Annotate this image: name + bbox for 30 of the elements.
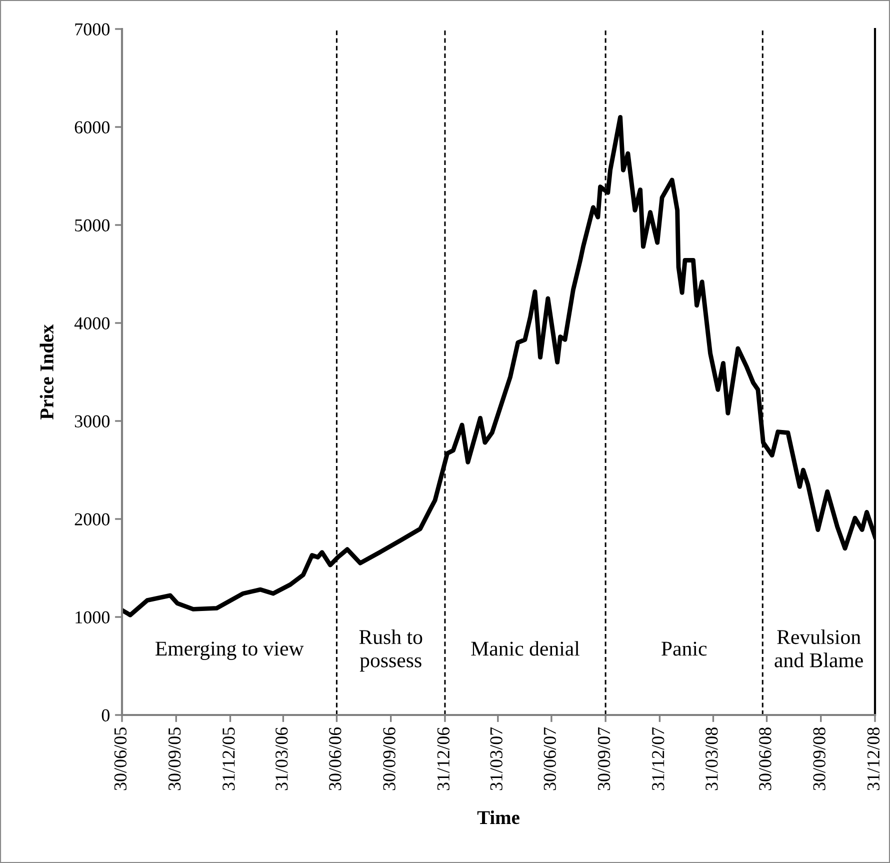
x-tick-label: 31/12/07 xyxy=(652,727,664,790)
x-tick-label: 31/12/05 xyxy=(222,728,235,790)
y-tick-label: 5000 xyxy=(75,219,110,232)
x-tick-label: 30/09/05 xyxy=(168,728,181,790)
x-tick-label: 31/03/08 xyxy=(706,727,718,790)
x-axis-title: Time xyxy=(477,810,520,824)
y-tick-label: 0 xyxy=(102,709,110,722)
y-tick-label: 4000 xyxy=(74,317,110,330)
x-tick-label: 31/03/06 xyxy=(276,727,288,790)
x-tick-label: 31/12/06 xyxy=(437,727,450,790)
annotation: Panic xyxy=(662,642,707,656)
y-tick-label: 7000 xyxy=(75,23,110,36)
x-tick-label: 30/09/06 xyxy=(383,727,396,790)
x-tick-label: 30/06/07 xyxy=(544,727,556,790)
y-tick-label: 1000 xyxy=(76,611,110,624)
annotation: Emerging to view xyxy=(156,642,304,660)
y-tick-label: 3000 xyxy=(74,415,110,428)
annotation: Revulsion and Blame xyxy=(774,629,863,668)
annotation: Manic denial xyxy=(471,641,580,656)
x-tick-label: 30/06/08 xyxy=(759,727,772,790)
x-tick-label: 30/09/08 xyxy=(813,727,826,790)
x-tick-label: 31/12/08 xyxy=(867,727,880,790)
y-tick-label: 2000 xyxy=(74,513,110,526)
x-tick-label: 30/09/07 xyxy=(598,727,610,790)
x-tick-label: 30/06/05 xyxy=(114,728,127,790)
y-tick-label: 6000 xyxy=(74,121,110,134)
x-tick-label: 31/03/07 xyxy=(490,727,502,790)
annotation: Rush to possess xyxy=(359,629,422,672)
y-axis-title: Price Index xyxy=(40,324,54,420)
x-tick-label: 30/06/06 xyxy=(329,727,342,790)
